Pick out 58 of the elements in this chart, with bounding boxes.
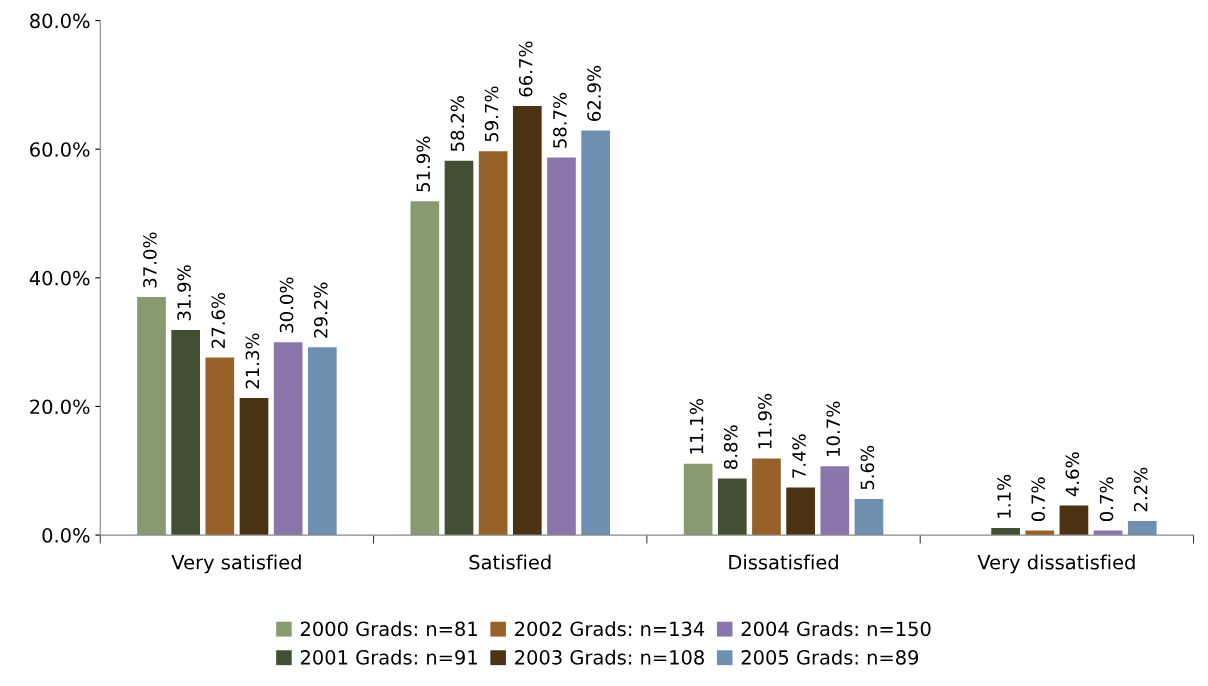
data-label: 11.9%: [758, 393, 772, 449]
bar: [752, 458, 781, 536]
data-label: 59.7%: [484, 86, 499, 142]
bar: [547, 157, 576, 536]
data-label: 31.9%: [177, 265, 191, 321]
data-label: 0.7%: [1031, 477, 1046, 522]
legend-label: 2004 Grads: n=150: [741, 621, 931, 637]
y-tick-label: 20.0%: [30, 399, 90, 415]
y-tick-label: 0.0%: [42, 528, 90, 543]
data-label: 27.6%: [211, 292, 226, 348]
legend-label: 2000 Grads: n=81: [300, 621, 477, 637]
data-label: 58.7%: [553, 92, 567, 148]
data-label: 37.0%: [143, 232, 157, 288]
x-tick-label: Dissatisfied: [729, 554, 838, 570]
data-label: 5.6%: [860, 445, 875, 490]
data-label: 21.3%: [245, 333, 260, 389]
bar: [410, 201, 440, 536]
bar: [478, 151, 508, 536]
y-tick-label: 80.0%: [30, 13, 90, 29]
data-label: 51.9%: [416, 136, 431, 192]
bar: [717, 478, 747, 536]
bar: [1127, 520, 1157, 536]
data-label: 0.7%: [1099, 477, 1114, 522]
bar: [512, 106, 542, 536]
data-label: 10.7%: [826, 401, 841, 456]
data-label: 8.8%: [723, 425, 738, 469]
bar: [444, 160, 474, 536]
x-tick-label: Very dissatisfied: [977, 554, 1135, 574]
x-tick-label: Very satisfied: [171, 554, 301, 574]
y-tick-label: 60.0%: [30, 142, 90, 157]
bar: [786, 487, 815, 536]
data-label: 2.2%: [1133, 467, 1148, 512]
y-tick-label: 40.0%: [29, 270, 90, 286]
legend-label: 2001 Grads: n=91: [300, 649, 477, 665]
data-label: 30.0%: [279, 277, 294, 333]
data-label: 1.1%: [997, 474, 1011, 518]
bar: [239, 398, 269, 536]
legend-label: 2002 Grads: n=134: [515, 621, 705, 637]
data-label: 29.2%: [313, 282, 328, 338]
bar: [307, 347, 337, 536]
x-tick-label: Satisfied: [469, 554, 551, 570]
bar: [205, 357, 235, 536]
bar: [820, 466, 850, 536]
bar: [683, 463, 713, 536]
legend-label: 2003 Grads: n=108: [515, 649, 704, 665]
bar: [581, 130, 610, 536]
data-label: 58.2%: [450, 96, 465, 152]
bar: [171, 329, 201, 536]
bar: [854, 499, 884, 536]
data-label: 66.7%: [518, 41, 533, 97]
legend-label: 2005 Grads: n=89: [741, 649, 919, 665]
bar: [1059, 505, 1089, 536]
data-label: 11.1%: [689, 399, 704, 454]
data-label: 4.6%: [1065, 452, 1080, 497]
bar: [273, 342, 303, 536]
bar: [137, 297, 166, 536]
data-label: 7.4%: [792, 434, 806, 478]
data-label: 62.9%: [587, 65, 601, 121]
